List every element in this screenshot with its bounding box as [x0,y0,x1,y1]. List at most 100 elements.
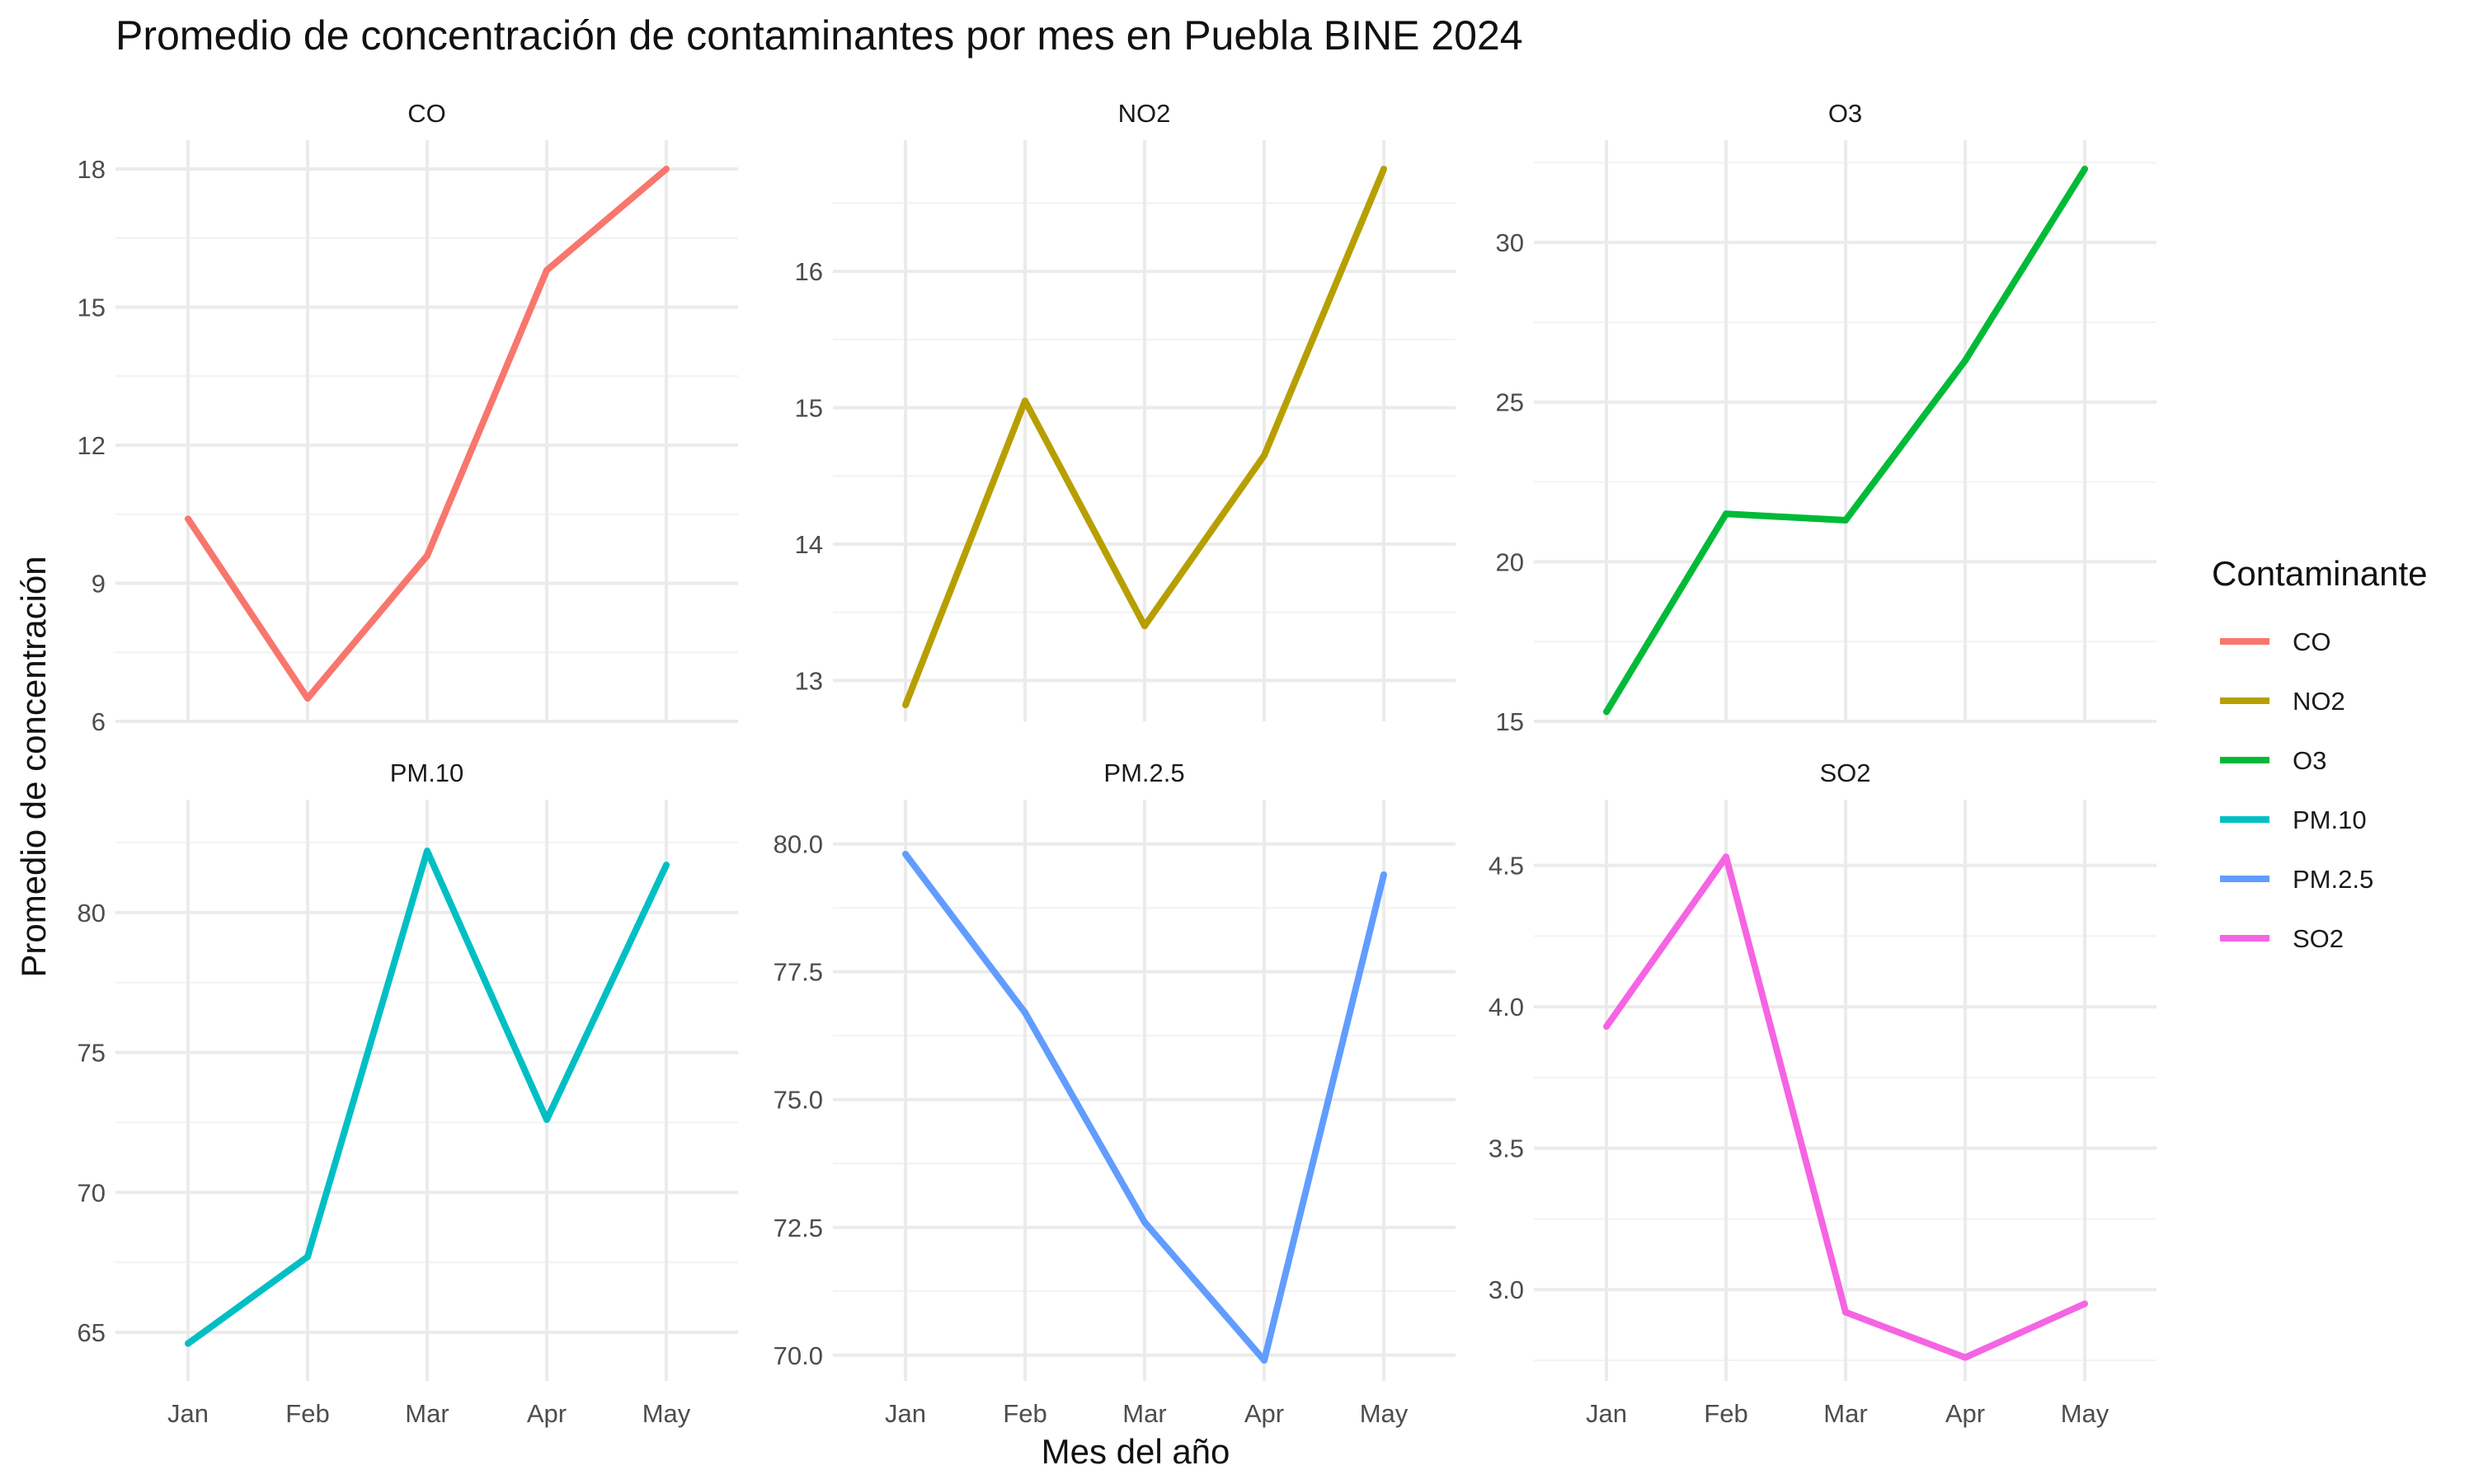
x-tick-label: Jan [885,1399,926,1428]
data-point [1261,1357,1268,1364]
legend-item-pm10: PM.10 [2220,805,2367,834]
legend-item-co: CO [2220,627,2331,656]
y-tick-label: 77.5 [774,958,823,987]
data-point [663,862,670,869]
data-point [1141,622,1148,630]
x-axis-title: Mes del año [1042,1432,1230,1471]
data-point [1603,708,1610,716]
data-point [1022,397,1028,405]
legend-label: CO [2293,627,2331,656]
facet-pm10: PM.10 65 70 75 80 Jan Feb Mar Apr May [78,758,738,1428]
y-tick-label: 80.0 [774,830,823,859]
y-tick-label: 3.5 [1489,1134,1524,1163]
y-tick-label: 15 [78,294,106,322]
x-tick-label: Apr [527,1399,567,1428]
x-tick-label: Jan [167,1399,209,1428]
legend-label: O3 [2293,746,2326,775]
data-point [1723,510,1729,518]
x-tick-label: May [1360,1399,1409,1428]
facet-panels: CO 6 9 12 15 18 NO2 13 14 15 16 O3 15 20 25 30 PM.10 65 70… [78,99,2157,1428]
x-tick-label: Jan [1586,1399,1627,1428]
facet-o3: O3 15 20 25 30 [1496,99,2157,736]
data-point [1842,1308,1849,1316]
data-point [304,1253,311,1261]
chart-title: Promedio de concentración de contaminant… [115,12,1523,59]
x-tick-label: Apr [1244,1399,1284,1428]
x-tick-label: May [642,1399,691,1428]
y-tick-label: 30 [1496,228,1524,257]
y-tick-label: 25 [1496,388,1524,417]
facet-no2: NO2 13 14 15 16 [795,99,1456,721]
facet-co: CO 6 9 12 15 18 [78,99,738,736]
x-tick-label: Mar [1122,1399,1166,1428]
x-tick-label: May [2061,1399,2109,1428]
data-point [1842,517,1849,524]
y-tick-label: 4.5 [1489,852,1524,881]
data-point [1261,452,1268,459]
data-point [902,702,909,709]
y-tick-label: 16 [795,257,823,286]
legend-item-no2: NO2 [2220,687,2345,716]
y-tick-label: 4.0 [1489,993,1524,1021]
facet-strip-label: CO [407,99,446,128]
data-point [1022,1009,1028,1017]
y-tick-label: 12 [78,431,106,460]
data-point [1962,357,1968,364]
data-point [1380,871,1387,878]
x-tick-label: Apr [1945,1399,1985,1428]
facet-strip-label: PM.2.5 [1103,758,1184,787]
legend-label: NO2 [2293,687,2345,716]
data-point [1603,1023,1610,1031]
data-point [185,1340,191,1347]
data-point [1723,853,1729,861]
data-point [1380,166,1387,172]
data-point [304,695,311,702]
facet-strip-label: NO2 [1118,99,1171,128]
data-point [902,851,909,858]
legend-item-o3: O3 [2220,746,2326,775]
facet-strip-label: SO2 [1819,758,1870,787]
y-tick-label: 20 [1496,547,1524,576]
facet-so2: SO2 3.0 3.5 4.0 4.5 Jan Feb Mar Apr May [1489,758,2157,1428]
data-point [185,515,191,523]
legend: Contaminante CO NO2 O3 PM.10 PM.2.5 SO2 [2212,554,2428,953]
x-tick-label: Feb [1003,1399,1047,1428]
y-tick-label: 75.0 [774,1086,823,1115]
legend-label: SO2 [2293,924,2344,953]
facet-strip-label: PM.10 [390,758,464,787]
data-point [2081,166,2088,172]
data-point [424,552,430,559]
y-tick-label: 72.5 [774,1214,823,1242]
y-tick-label: 3.0 [1489,1275,1524,1304]
facet-strip-label: O3 [1828,99,1862,128]
y-tick-label: 6 [92,707,106,736]
data-point [543,1116,550,1124]
y-tick-label: 18 [78,155,106,184]
data-point [1962,1354,1968,1361]
y-axis-title: Promedio de concentración [14,556,53,977]
data-point [663,166,670,172]
y-tick-label: 70.0 [774,1341,823,1370]
legend-item-pm25: PM.2.5 [2220,865,2373,894]
legend-title: Contaminante [2212,554,2428,593]
x-tick-label: Feb [1704,1399,1747,1428]
x-tick-label: Mar [1823,1399,1867,1428]
facet-pm25: PM.2.5 70.0 72.5 75.0 77.5 80.0 Jan Feb Mar Apr Ma… [774,758,1456,1428]
data-point [424,848,430,855]
data-point [543,266,550,274]
y-tick-label: 70 [78,1178,106,1207]
data-point [2081,1300,2088,1308]
x-tick-label: Feb [285,1399,329,1428]
y-tick-label: 15 [1496,707,1524,736]
data-point [1141,1219,1148,1226]
y-tick-label: 9 [92,570,106,599]
legend-item-so2: SO2 [2220,924,2344,953]
y-tick-label: 14 [795,530,823,559]
y-tick-label: 15 [795,394,823,423]
x-tick-label: Mar [405,1399,449,1428]
y-tick-label: 13 [795,666,823,695]
legend-label: PM.2.5 [2293,865,2373,894]
y-tick-label: 75 [78,1039,106,1068]
y-tick-label: 80 [78,899,106,928]
